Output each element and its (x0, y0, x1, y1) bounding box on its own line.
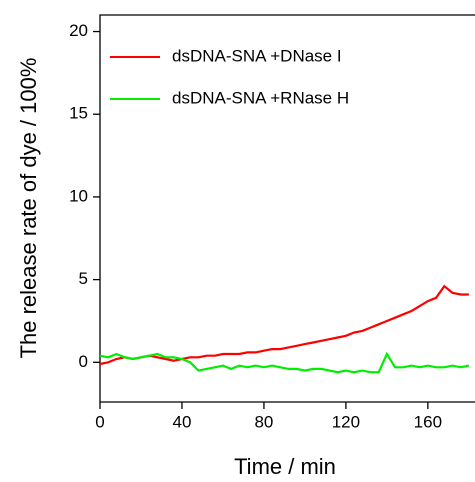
x-tick-label: 80 (254, 412, 273, 431)
y-tick-label: 10 (69, 186, 88, 205)
data-line (99, 351, 470, 374)
x-tick-label: 160 (414, 412, 442, 431)
legend-label: dsDNA-SNA +DNase I (172, 46, 342, 65)
y-tick-label: 0 (79, 352, 88, 371)
legend-label: dsDNA-SNA +RNase H (172, 88, 349, 107)
y-tick-label: 15 (69, 104, 88, 123)
plot-frame (99, 14, 475, 403)
x-tick-label: 40 (173, 412, 192, 431)
y-tick-label: 5 (79, 269, 88, 288)
y-axis-label: The release rate of dye / 100% (16, 58, 41, 359)
x-tick-label: 0 (95, 412, 104, 431)
x-axis-label: Time / min (234, 454, 336, 479)
x-tick-label: 120 (332, 412, 360, 431)
y-tick-label: 20 (69, 21, 88, 40)
data-line (99, 284, 469, 366)
